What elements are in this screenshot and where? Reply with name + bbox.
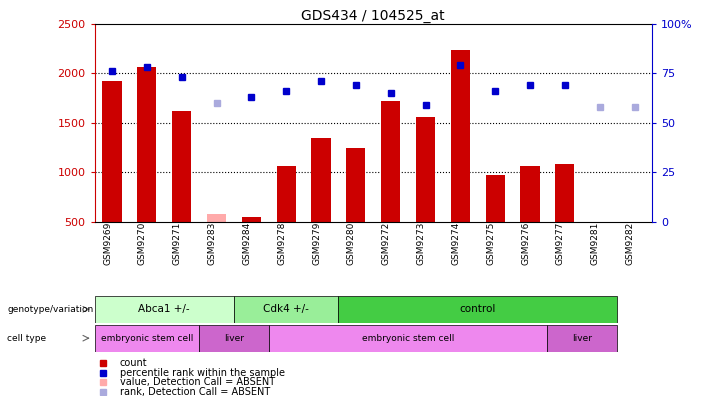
Text: control: control <box>460 304 496 314</box>
Text: GSM9273: GSM9273 <box>416 222 426 265</box>
Text: GSM9279: GSM9279 <box>312 222 321 265</box>
Bar <box>102 81 122 271</box>
Bar <box>381 101 400 271</box>
Text: GSM9284: GSM9284 <box>243 222 252 265</box>
Text: GSM9281: GSM9281 <box>591 222 599 265</box>
Bar <box>311 138 331 271</box>
Bar <box>95 296 234 323</box>
Text: GSM9274: GSM9274 <box>451 222 461 265</box>
Bar <box>590 222 609 271</box>
Text: embryonic stem cell: embryonic stem cell <box>362 334 454 343</box>
Bar <box>172 111 191 271</box>
Text: GSM9282: GSM9282 <box>625 222 634 265</box>
Text: GSM9270: GSM9270 <box>138 222 147 265</box>
Bar <box>242 217 261 271</box>
Bar <box>234 296 339 323</box>
Bar <box>625 222 644 271</box>
Bar <box>451 50 470 271</box>
Text: cell type: cell type <box>7 334 46 343</box>
Bar <box>207 214 226 271</box>
Text: GSM9277: GSM9277 <box>556 222 565 265</box>
Text: Cdk4 +/-: Cdk4 +/- <box>264 304 309 314</box>
Bar <box>520 166 540 271</box>
Bar <box>555 164 574 271</box>
Text: GSM9278: GSM9278 <box>277 222 286 265</box>
Text: value, Detection Call = ABSENT: value, Detection Call = ABSENT <box>120 377 275 387</box>
Text: embryonic stem cell: embryonic stem cell <box>101 334 193 343</box>
Text: liver: liver <box>224 334 244 343</box>
Text: GSM9283: GSM9283 <box>207 222 217 265</box>
Text: genotype/variation: genotype/variation <box>7 305 93 314</box>
Text: GSM9280: GSM9280 <box>347 222 356 265</box>
Text: GSM9271: GSM9271 <box>172 222 182 265</box>
Text: GSM9275: GSM9275 <box>486 222 495 265</box>
Text: percentile rank within the sample: percentile rank within the sample <box>120 367 285 378</box>
Text: liver: liver <box>572 334 592 343</box>
Title: GDS434 / 104525_at: GDS434 / 104525_at <box>301 9 445 23</box>
Text: GSM9269: GSM9269 <box>103 222 112 265</box>
Text: count: count <box>120 358 147 368</box>
Text: rank, Detection Call = ABSENT: rank, Detection Call = ABSENT <box>120 387 270 396</box>
Bar <box>95 325 199 352</box>
Bar <box>346 147 365 271</box>
Text: GSM9276: GSM9276 <box>521 222 530 265</box>
Bar <box>547 325 617 352</box>
Bar <box>339 296 617 323</box>
Bar <box>416 117 435 271</box>
Text: GSM9272: GSM9272 <box>382 222 390 265</box>
Bar <box>199 325 268 352</box>
Bar <box>268 325 547 352</box>
Bar <box>137 67 156 271</box>
Text: Abca1 +/-: Abca1 +/- <box>139 304 190 314</box>
Bar <box>486 175 505 271</box>
Bar <box>277 166 296 271</box>
